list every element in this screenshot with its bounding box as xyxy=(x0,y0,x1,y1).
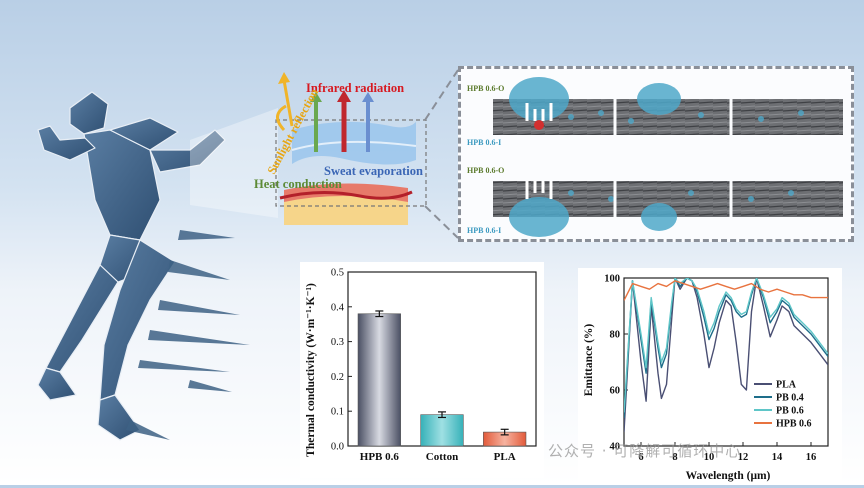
row-bottom: HPB 0.6-O HPB 0.6-I xyxy=(467,166,843,237)
label-top-inner: HPB 0.6-I xyxy=(467,138,501,147)
series-line-pb-0.6 xyxy=(624,278,828,413)
bar-chart: Thermal conductivity (W·m⁻¹·K⁻¹) 0.0 0.1 0… xyxy=(305,268,537,463)
label-bottom-outer: HPB 0.6-O xyxy=(467,166,504,175)
zoom-cone xyxy=(190,108,278,218)
line-xtick-label: 10 xyxy=(704,452,715,463)
bar-ytick-label: 0.4 xyxy=(331,302,345,313)
label-sweat: Sweat evaporation xyxy=(324,164,423,178)
heat-schematic: Infrared radiation Sunlight reflection S… xyxy=(254,72,427,225)
series-line-pb-0.4 xyxy=(624,278,828,419)
micro-panel: HPB 0.6-O HPB 0.6-I HPB 0.6-O HPB 0.6-I xyxy=(458,66,854,242)
bar-cotton xyxy=(420,414,464,447)
label-top-outer: HPB 0.6-O xyxy=(467,84,504,93)
line-xtick-label: 6 xyxy=(638,452,643,463)
line-ytick-label: 40 xyxy=(610,442,621,453)
line-chart: Emittance (%) Wavelength (μm) 40 60 80 100 6… xyxy=(583,274,829,482)
line-xtick-label: 16 xyxy=(806,452,817,463)
bar-ytick-label: 0.0 xyxy=(331,442,344,453)
bar-chart-panel: Thermal conductivity (W·m⁻¹·K⁻¹) 0.0 0.1 0… xyxy=(300,262,544,478)
line-ylabel: Emittance (%) xyxy=(583,324,595,397)
legend-label: PB 0.4 xyxy=(776,393,804,404)
bar-category-label: PLA xyxy=(494,451,516,463)
bar-ytick-label: 0.5 xyxy=(331,268,344,279)
bar-hpb-0.6 xyxy=(357,313,401,447)
label-bottom-inner: HPB 0.6-I xyxy=(467,226,501,235)
series-line-hpb-0.6 xyxy=(624,280,828,301)
line-ytick-label: 100 xyxy=(604,274,620,285)
row-top: HPB 0.6-O HPB 0.6-I xyxy=(467,77,843,147)
bar-ylabel: Thermal conductivity (W·m⁻¹·K⁻¹) xyxy=(305,283,317,457)
bar-category-label: Cotton xyxy=(426,451,458,463)
series-line-pla xyxy=(624,278,828,433)
label-heat: Heat conduction xyxy=(254,177,342,191)
bar-ytick-label: 0.2 xyxy=(331,372,344,383)
bar-ytick-label: 0.3 xyxy=(331,337,344,348)
micro-images: HPB 0.6-O HPB 0.6-I HPB 0.6-O HPB 0.6-I xyxy=(467,77,843,237)
bar-category-label: HPB 0.6 xyxy=(360,451,400,463)
line-plot-frame xyxy=(623,277,829,447)
legend-label: PB 0.6 xyxy=(776,406,804,417)
label-infrared: Infrared radiation xyxy=(306,81,404,95)
line-xlabel: Wavelength (μm) xyxy=(686,470,771,482)
watermark-text: 公众号 · 可降解可循环中心 xyxy=(548,442,742,460)
legend-label: PLA xyxy=(776,380,797,391)
line-ytick-label: 60 xyxy=(610,386,621,397)
bar-ytick-label: 0.1 xyxy=(331,407,344,418)
line-xtick-label: 12 xyxy=(738,452,749,463)
legend-label: HPB 0.6 xyxy=(776,419,812,430)
line-xtick-label: 14 xyxy=(772,452,783,463)
line-chart-panel: Emittance (%) Wavelength (μm) 40 60 80 100 6… xyxy=(578,268,842,483)
line-ytick-label: 80 xyxy=(610,330,621,341)
line-xtick-label: 8 xyxy=(672,452,677,463)
